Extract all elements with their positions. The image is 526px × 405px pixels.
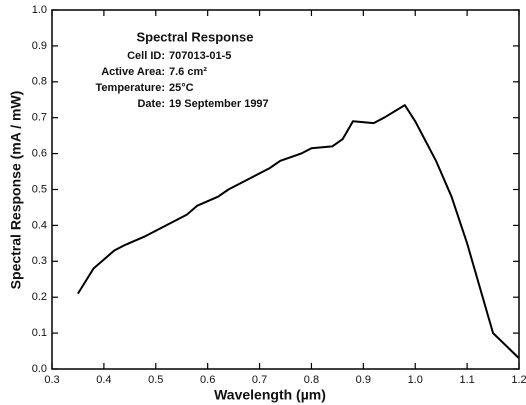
y-tick-label: 0.0	[32, 363, 47, 375]
x-axis-title: Wavelength (µm)	[214, 387, 326, 403]
x-tick-label: 0.4	[96, 374, 111, 386]
y-tick-label: 0.1	[32, 327, 47, 339]
y-tick-label: 0.7	[32, 112, 47, 124]
y-tick-label: 0.3	[32, 255, 47, 267]
y-tick-label: 0.2	[32, 291, 47, 303]
annotation-value: 707013-01-5	[169, 50, 231, 62]
y-tick-label: 1.0	[32, 4, 47, 16]
y-tick-label: 0.8	[32, 76, 47, 88]
annotation-title: Spectral Response	[136, 29, 253, 44]
x-tick-label: 0.8	[304, 374, 319, 386]
y-tick-label: 0.9	[32, 40, 47, 52]
annotation-label: Date:	[137, 98, 165, 110]
y-tick-label: 0.6	[32, 148, 47, 160]
x-tick-label: 0.5	[148, 374, 163, 386]
y-axis-title: Spectral Response (mA / mW)	[8, 91, 24, 290]
x-tick-label: 1.1	[459, 374, 474, 386]
annotation-label: Active Area:	[101, 66, 165, 78]
data-line	[77, 104, 520, 359]
x-tick-label: 0.6	[200, 374, 215, 386]
y-tick-label: 0.5	[32, 183, 47, 195]
x-tick-label: 1.2	[511, 374, 526, 386]
annotation-value: 19 September 1997	[169, 98, 269, 110]
annotation-value: 7.6 cm²	[169, 66, 207, 78]
x-tick-label: 0.9	[356, 374, 371, 386]
x-tick-label: 0.3	[44, 374, 59, 386]
annotation-label: Temperature:	[96, 82, 165, 94]
x-tick-label: 0.7	[252, 374, 267, 386]
y-tick-label: 0.4	[32, 219, 47, 231]
annotation-label: Cell ID:	[127, 50, 165, 62]
x-tick-label: 1.0	[408, 374, 423, 386]
annotation-value: 25°C	[169, 82, 194, 94]
